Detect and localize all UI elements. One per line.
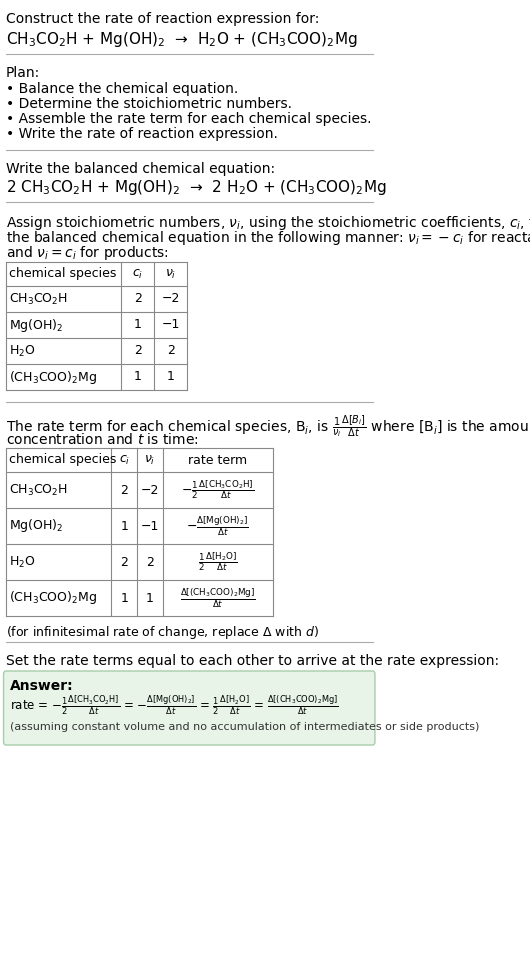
Text: −2: −2 xyxy=(162,292,180,306)
Text: $\frac{\Delta[\mathrm{(CH_3COO)_2Mg}]}{\Delta t}$: $\frac{\Delta[\mathrm{(CH_3COO)_2Mg}]}{\… xyxy=(180,586,255,610)
FancyBboxPatch shape xyxy=(4,671,375,745)
Text: 1: 1 xyxy=(134,370,142,383)
Text: −1: −1 xyxy=(162,318,180,331)
Text: 2 CH$_3$CO$_2$H + Mg(OH)$_2$  →  2 H$_2$O + (CH$_3$COO)$_2$Mg: 2 CH$_3$CO$_2$H + Mg(OH)$_2$ → 2 H$_2$O … xyxy=(6,178,386,197)
Text: Write the balanced chemical equation:: Write the balanced chemical equation: xyxy=(6,162,275,176)
Text: 2: 2 xyxy=(134,292,142,306)
Text: 1: 1 xyxy=(134,318,142,331)
Text: −2: −2 xyxy=(141,483,159,497)
Text: $c_i$: $c_i$ xyxy=(132,268,144,280)
Text: CH$_3$CO$_2$H: CH$_3$CO$_2$H xyxy=(10,482,68,498)
Text: The rate term for each chemical species, B$_i$, is $\frac{1}{\nu_i}\frac{\Delta[: The rate term for each chemical species,… xyxy=(6,414,530,440)
Text: 1: 1 xyxy=(146,592,154,605)
Text: CH$_3$CO$_2$H: CH$_3$CO$_2$H xyxy=(10,291,68,307)
Text: Set the rate terms equal to each other to arrive at the rate expression:: Set the rate terms equal to each other t… xyxy=(6,654,499,668)
Text: 1: 1 xyxy=(120,519,128,532)
Text: (assuming constant volume and no accumulation of intermediates or side products): (assuming constant volume and no accumul… xyxy=(10,722,479,732)
Text: (for infinitesimal rate of change, replace Δ with $d$): (for infinitesimal rate of change, repla… xyxy=(6,624,319,641)
Text: • Assemble the rate term for each chemical species.: • Assemble the rate term for each chemic… xyxy=(6,112,371,126)
Text: 2: 2 xyxy=(134,345,142,358)
Text: Construct the rate of reaction expression for:: Construct the rate of reaction expressio… xyxy=(6,12,319,26)
Text: 1: 1 xyxy=(167,370,174,383)
Text: 2: 2 xyxy=(167,345,174,358)
Text: 2: 2 xyxy=(146,556,154,568)
Text: 2: 2 xyxy=(120,483,128,497)
Text: H$_2$O: H$_2$O xyxy=(10,555,36,569)
Text: • Balance the chemical equation.: • Balance the chemical equation. xyxy=(6,82,238,96)
Text: chemical species: chemical species xyxy=(10,268,117,280)
Text: Mg(OH)$_2$: Mg(OH)$_2$ xyxy=(10,317,64,333)
Text: (CH$_3$COO)$_2$Mg: (CH$_3$COO)$_2$Mg xyxy=(10,590,98,607)
Text: −1: −1 xyxy=(141,519,159,532)
Text: H$_2$O: H$_2$O xyxy=(10,343,36,359)
Text: $-\frac{\Delta[\mathrm{Mg(OH)_2}]}{\Delta t}$: $-\frac{\Delta[\mathrm{Mg(OH)_2}]}{\Delt… xyxy=(187,514,249,538)
Text: • Write the rate of reaction expression.: • Write the rate of reaction expression. xyxy=(6,127,278,141)
Text: 1: 1 xyxy=(120,592,128,605)
Text: Answer:: Answer: xyxy=(10,679,74,693)
Text: (CH$_3$COO)$_2$Mg: (CH$_3$COO)$_2$Mg xyxy=(10,368,98,385)
Text: $\nu_i$: $\nu_i$ xyxy=(144,454,156,466)
Text: Plan:: Plan: xyxy=(6,66,40,80)
Text: CH$_3$CO$_2$H + Mg(OH)$_2$  →  H$_2$O + (CH$_3$COO)$_2$Mg: CH$_3$CO$_2$H + Mg(OH)$_2$ → H$_2$O + (C… xyxy=(6,30,357,49)
Text: rate term: rate term xyxy=(188,454,248,466)
Text: $-\frac{1}{2}\frac{\Delta[\mathrm{CH_3CO_2H}]}{\Delta t}$: $-\frac{1}{2}\frac{\Delta[\mathrm{CH_3CO… xyxy=(181,478,254,502)
Text: Mg(OH)$_2$: Mg(OH)$_2$ xyxy=(10,517,64,534)
Text: rate = $-\frac{1}{2}\frac{\Delta[\mathrm{CH_3CO_2H}]}{\Delta t}$ = $-\frac{\Delt: rate = $-\frac{1}{2}\frac{\Delta[\mathrm… xyxy=(10,694,339,717)
Text: $\frac{1}{2}\frac{\Delta[\mathrm{H_2O}]}{\Delta t}$: $\frac{1}{2}\frac{\Delta[\mathrm{H_2O}]}… xyxy=(198,551,237,573)
Text: chemical species: chemical species xyxy=(10,454,117,466)
Text: Assign stoichiometric numbers, $\nu_i$, using the stoichiometric coefficients, $: Assign stoichiometric numbers, $\nu_i$, … xyxy=(6,214,530,232)
Text: 2: 2 xyxy=(120,556,128,568)
Text: $\nu_i$: $\nu_i$ xyxy=(165,268,176,280)
Text: • Determine the stoichiometric numbers.: • Determine the stoichiometric numbers. xyxy=(6,97,292,111)
Text: the balanced chemical equation in the following manner: $\nu_i = -c_i$ for react: the balanced chemical equation in the fo… xyxy=(6,229,530,247)
Text: and $\nu_i = c_i$ for products:: and $\nu_i = c_i$ for products: xyxy=(6,244,169,262)
Text: concentration and $t$ is time:: concentration and $t$ is time: xyxy=(6,432,198,447)
Text: $c_i$: $c_i$ xyxy=(119,454,130,466)
